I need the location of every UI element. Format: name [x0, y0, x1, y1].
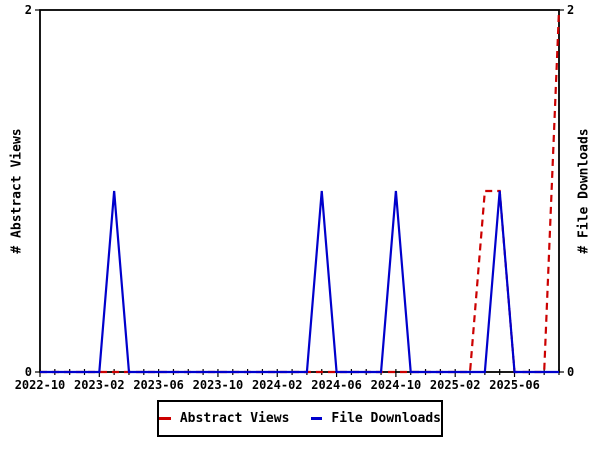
right-axis-title: # File Downloads: [576, 128, 592, 254]
plot-border: [39, 9, 560, 373]
left-axis-title: # Abstract Views: [9, 128, 25, 254]
x-tick-label: 2024-06: [311, 378, 362, 392]
x-tick-label: 2023-10: [193, 378, 244, 392]
left-y-tick-label: 0: [25, 365, 32, 379]
right-y-tick-label: 2: [567, 3, 574, 17]
series-abstract-views: [40, 9, 561, 374]
legend-label-abstract-views: Abstract Views: [179, 411, 290, 426]
file-downloads-line-sample-icon: [310, 417, 323, 420]
left-y-tick-label: 2: [25, 3, 32, 17]
x-tick-label: 2023-06: [133, 378, 184, 392]
x-tick-label: 2024-10: [371, 378, 422, 392]
abstract-views-line-sample-icon: [159, 417, 171, 420]
x-tick-label: 2025-06: [489, 378, 540, 392]
x-tick-label: 2025-02: [430, 378, 481, 392]
series-file-downloads: [40, 190, 559, 374]
legend: Abstract Views File Downloads: [157, 400, 443, 437]
right-y-tick-label: 0: [567, 365, 574, 379]
x-tick-label: 2022-10: [15, 378, 66, 392]
x-tick-label: 2024-02: [252, 378, 303, 392]
x-tick-label: 2023-02: [74, 378, 125, 392]
legend-label-file-downloads: File Downloads: [331, 411, 441, 426]
